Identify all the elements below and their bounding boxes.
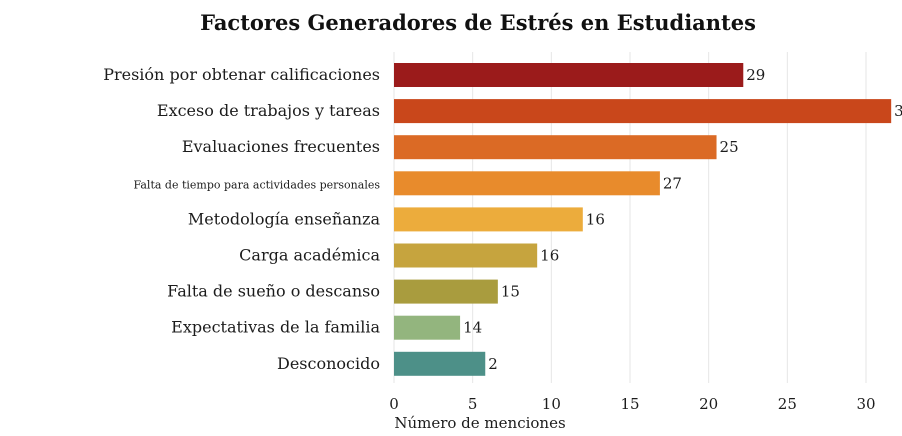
x-tick-label-20: 20 [699, 395, 718, 413]
x-tick-label-5: 5 [468, 395, 478, 413]
bar-9 [394, 351, 486, 376]
value-label-2: 33 [894, 102, 902, 120]
category-label-2: Exceso de trabajos y tareas [157, 101, 380, 120]
category-label-3: Evaluaciones frecuentes [182, 137, 380, 156]
x-tick-label-30: 30 [856, 395, 875, 413]
value-label-4: 27 [663, 174, 682, 192]
category-label-4: Falta de tiempo para actividades persona… [133, 178, 380, 191]
category-label-7: Falta de sueño o descanso [167, 282, 380, 301]
bar-6 [394, 243, 538, 268]
value-label-6: 16 [540, 247, 559, 265]
bar-3 [394, 135, 717, 160]
category-label-6: Carga académica [239, 246, 380, 265]
x-tick-label-10: 10 [542, 395, 561, 413]
x-tick-label-0: 0 [389, 395, 399, 413]
category-label-5: Metodología enseñanza [188, 209, 381, 228]
chart-title: Factores Generadores de Estrés en Estudi… [200, 10, 756, 35]
category-label-1: Presión por obtenar calificaciones [103, 65, 380, 84]
value-label-8: 14 [463, 319, 482, 337]
x-axis-ticks: 0 5 10 15 20 25 30 [389, 395, 875, 413]
x-tick-label-15: 15 [620, 395, 639, 413]
value-label-5: 16 [586, 210, 605, 228]
bar-4 [394, 171, 660, 196]
value-label-9: 2 [488, 355, 498, 373]
value-labels: 29 33 25 27 16 16 15 14 2 [463, 66, 902, 373]
bar-1 [394, 63, 744, 87]
category-label-8: Expectativas de la familia [171, 318, 380, 337]
value-label-3: 25 [720, 138, 739, 156]
category-label-9: Desconocido [277, 354, 380, 373]
bars [394, 63, 892, 376]
category-labels: Presión por obtenar calificaciones Exceso… [103, 65, 380, 373]
bar-2 [394, 99, 892, 124]
value-label-1: 29 [746, 66, 765, 84]
bar-8 [394, 315, 461, 340]
x-tick-label-25: 25 [778, 395, 797, 413]
bar-5 [394, 207, 583, 232]
x-axis-label: Número de menciones [394, 414, 565, 432]
value-label-7: 15 [501, 283, 520, 301]
bar-7 [394, 279, 498, 304]
